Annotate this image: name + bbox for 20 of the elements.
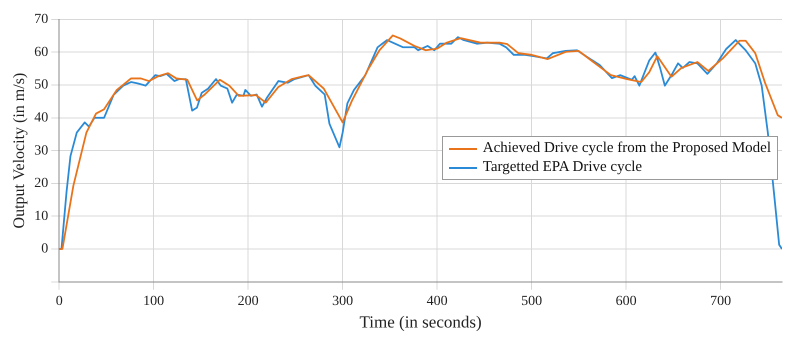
y-axis-title: Output Velocity (in m/s) xyxy=(10,72,28,228)
y-tick-label: 70 xyxy=(34,12,48,28)
y-tick-label: 30 xyxy=(34,143,48,158)
y-tick-label: 50 xyxy=(34,78,48,93)
y-tick-label: 0 xyxy=(41,242,48,257)
y-tick-label: 20 xyxy=(34,176,48,192)
x-tick-label: 100 xyxy=(143,294,164,309)
x-axis-title: Time (in seconds) xyxy=(360,312,482,332)
x-tick-label: 200 xyxy=(238,294,259,309)
x-tick-label: 700 xyxy=(710,294,732,309)
y-tick-label: 60 xyxy=(34,44,48,60)
legend-label: Targetted EPA Drive cycle xyxy=(482,158,642,177)
y-tick-label: 40 xyxy=(34,110,48,126)
x-tick-label: 400 xyxy=(426,294,448,309)
y-tick-label: 10 xyxy=(34,208,48,224)
x-tick-label: 300 xyxy=(332,294,354,309)
x-tick-label: 500 xyxy=(521,294,542,309)
x-tick-label: 0 xyxy=(56,294,63,309)
legend-label: Achieved Drive cycle from the Proposed Model xyxy=(482,139,771,158)
x-tick-label: 600 xyxy=(616,294,637,309)
